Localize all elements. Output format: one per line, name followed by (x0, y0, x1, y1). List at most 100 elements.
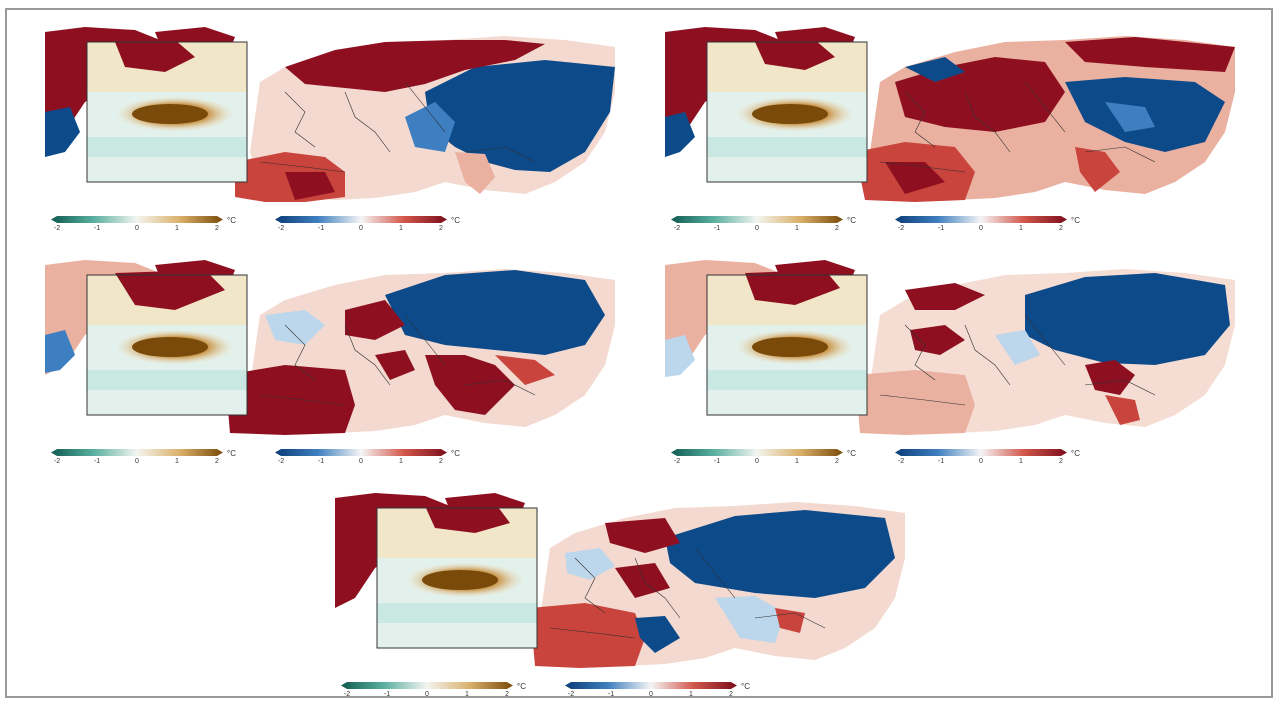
colorbar-ramp (895, 449, 1067, 456)
colorbar-ocean-4: -2 -1 0 1 2 °C (671, 449, 856, 471)
colorbar-ramp (671, 449, 843, 456)
tick-label: 1 (465, 691, 469, 698)
tick-label: -2 (277, 458, 285, 465)
tick-label: -1 (713, 225, 721, 232)
colorbar-ramp (341, 682, 513, 689)
colorbar-unit: °C (451, 449, 460, 458)
colorbar-ticks: -2 -1 0 1 2 (275, 458, 447, 468)
tick-label: 0 (649, 691, 653, 698)
colorbar-ocean-1: -2 -1 0 1 2 °C (51, 216, 236, 238)
tick-label: 0 (359, 225, 363, 232)
colorbar-land-4: -2 -1 0 1 2 °C (895, 449, 1080, 471)
colorbar-unit: °C (227, 449, 236, 458)
colorbar-ramp (275, 449, 447, 456)
colorbar-ticks: -2 -1 0 1 2 (671, 458, 843, 468)
tick-label: -2 (897, 225, 905, 232)
colorbar-land-5: -2 -1 0 1 2 °C (565, 682, 750, 704)
map-2 (665, 27, 1235, 202)
tick-label: 1 (1019, 458, 1023, 465)
tick-label: -1 (93, 225, 101, 232)
tick-label: 2 (439, 225, 443, 232)
colorbar-ticks: -2 -1 0 1 2 (565, 691, 737, 701)
tick-label: 2 (729, 691, 733, 698)
tick-label: 2 (835, 458, 839, 465)
tick-label: -1 (383, 691, 391, 698)
map-panel-1: -2 -1 0 1 2 °C -2 -1 0 1 2 °C (45, 22, 615, 232)
tick-label: -2 (673, 458, 681, 465)
tick-label: -1 (713, 458, 721, 465)
colorbar-ocean-3: -2 -1 0 1 2 °C (51, 449, 236, 471)
tick-label: 1 (175, 458, 179, 465)
map-panel-3: -2 -1 0 1 2 °C -2 -1 0 1 2 °C (45, 255, 615, 465)
tick-label: -1 (607, 691, 615, 698)
map-4 (665, 260, 1235, 435)
colorbar-ramp (671, 216, 843, 223)
figure-frame: -2 -1 0 1 2 °C -2 -1 0 1 2 °C (5, 8, 1273, 698)
tick-label: -1 (93, 458, 101, 465)
tick-label: 1 (689, 691, 693, 698)
tick-label: -2 (567, 691, 575, 698)
siberia-cold (425, 60, 615, 172)
tick-label: 2 (439, 458, 443, 465)
tick-label: 1 (795, 458, 799, 465)
tick-label: -2 (673, 225, 681, 232)
tick-label: 1 (175, 225, 179, 232)
colorbar-unit: °C (1071, 216, 1080, 225)
colorbar-unit: °C (741, 682, 750, 691)
colorbar-ramp (275, 216, 447, 223)
map-3 (45, 260, 615, 435)
colorbar-ramp (51, 216, 223, 223)
tick-label: 2 (215, 225, 219, 232)
tick-label: -1 (937, 458, 945, 465)
colorbar-ticks: -2 -1 0 1 2 (895, 458, 1067, 468)
colorbar-ticks: -2 -1 0 1 2 (275, 225, 447, 235)
map-panel-4: -2 -1 0 1 2 °C -2 -1 0 1 2 °C (665, 255, 1235, 465)
colorbar-unit: °C (847, 216, 856, 225)
colorbar-ticks: -2 -1 0 1 2 (895, 225, 1067, 235)
colorbar-ocean-5: -2 -1 0 1 2 °C (341, 682, 526, 704)
colorbar-land-3: -2 -1 0 1 2 °C (275, 449, 460, 471)
colorbar-land-1: -2 -1 0 1 2 °C (275, 216, 460, 238)
tick-label: 0 (135, 458, 139, 465)
colorbar-ticks: -2 -1 0 1 2 (671, 225, 843, 235)
colorbar-ticks: -2 -1 0 1 2 (51, 458, 223, 468)
map-panel-2: -2 -1 0 1 2 °C -2 -1 0 1 2 °C (665, 22, 1235, 232)
tick-label: -1 (317, 225, 325, 232)
tick-label: 0 (359, 458, 363, 465)
colorbar-ocean-2: -2 -1 0 1 2 °C (671, 216, 856, 238)
tick-label: -2 (277, 225, 285, 232)
tick-label: 1 (795, 225, 799, 232)
tick-label: 2 (1059, 225, 1063, 232)
tick-label: 2 (1059, 458, 1063, 465)
tick-label: 0 (755, 458, 759, 465)
tick-label: 0 (755, 225, 759, 232)
colorbar-ramp (895, 216, 1067, 223)
colorbar-ramp (565, 682, 737, 689)
colorbar-unit: °C (451, 216, 460, 225)
tick-label: -2 (343, 691, 351, 698)
tick-label: -2 (897, 458, 905, 465)
colorbar-unit: °C (227, 216, 236, 225)
tick-label: 0 (135, 225, 139, 232)
tick-label: -2 (53, 225, 61, 232)
tick-label: 2 (215, 458, 219, 465)
colorbar-unit: °C (847, 449, 856, 458)
colorbar-unit: °C (517, 682, 526, 691)
colorbar-ramp (51, 449, 223, 456)
tick-label: 0 (979, 458, 983, 465)
tick-label: 0 (979, 225, 983, 232)
tick-label: 2 (505, 691, 509, 698)
tick-label: 1 (399, 225, 403, 232)
tick-label: -2 (53, 458, 61, 465)
tick-label: 2 (835, 225, 839, 232)
colorbar-ticks: -2 -1 0 1 2 (341, 691, 513, 701)
tick-label: -1 (937, 225, 945, 232)
tick-label: 0 (425, 691, 429, 698)
map-panel-5: -2 -1 0 1 2 °C -2 -1 0 1 2 °C (335, 488, 905, 698)
map-1 (45, 27, 615, 202)
tick-label: 1 (1019, 225, 1023, 232)
map-5 (335, 493, 905, 668)
colorbar-land-2: -2 -1 0 1 2 °C (895, 216, 1080, 238)
colorbar-unit: °C (1071, 449, 1080, 458)
tick-label: -1 (317, 458, 325, 465)
